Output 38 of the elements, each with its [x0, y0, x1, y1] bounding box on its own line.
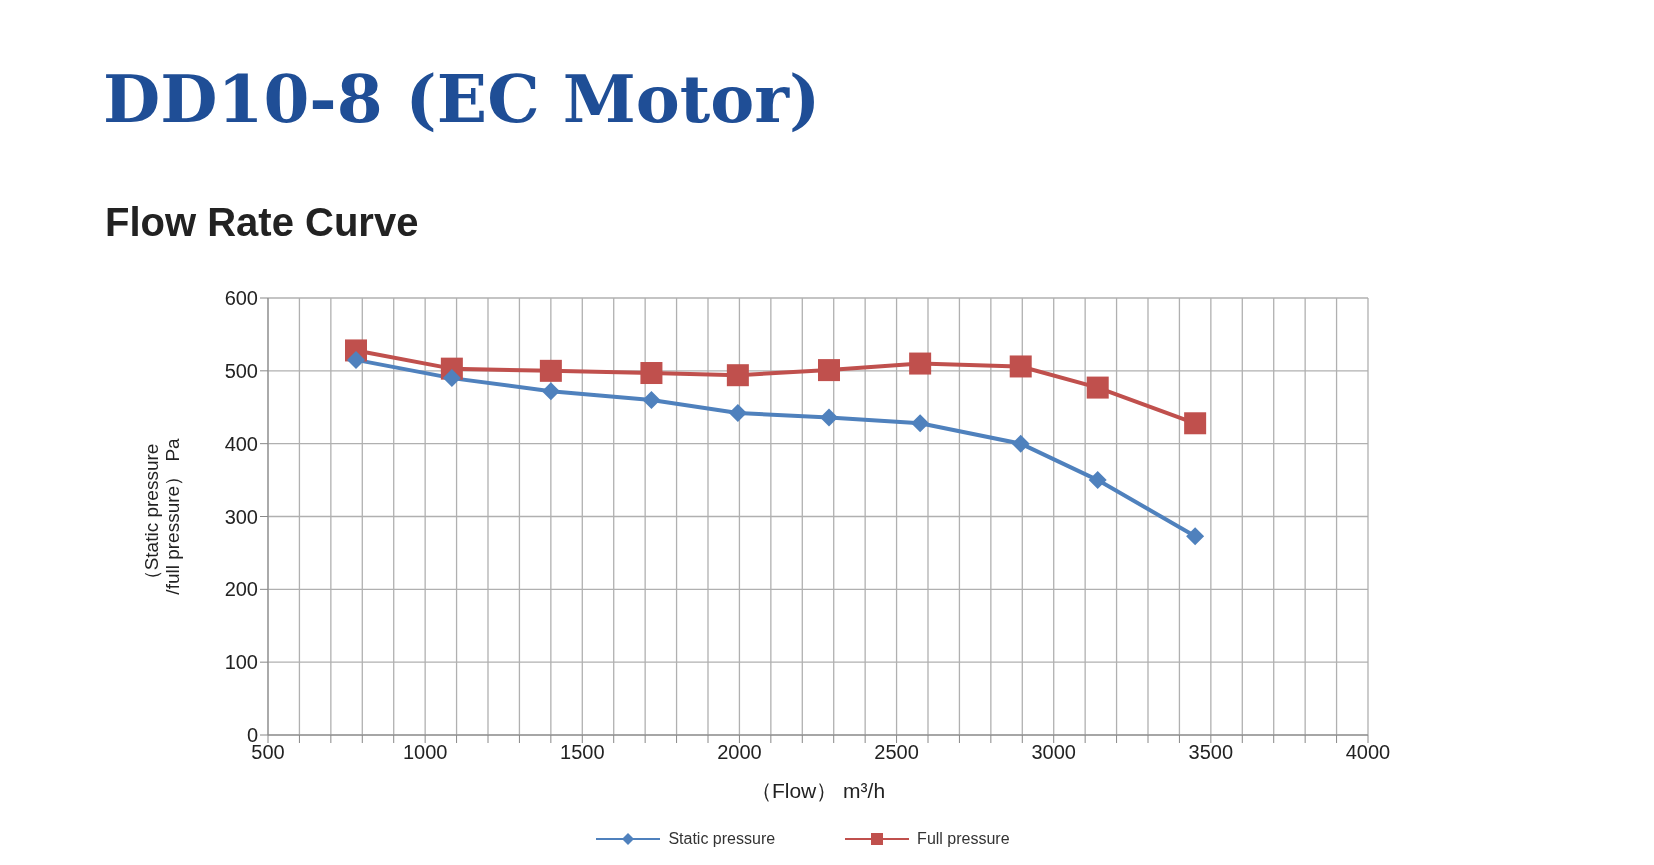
point	[1184, 412, 1207, 435]
point	[1009, 355, 1032, 378]
y-tick-label: 300	[224, 505, 258, 528]
x-tick-label: 1500	[560, 741, 605, 764]
x-tick-label: 3500	[1188, 741, 1234, 764]
point	[640, 362, 663, 385]
point	[642, 390, 661, 409]
point	[541, 382, 560, 401]
point	[820, 408, 838, 427]
x-tick-label: 1000	[402, 741, 448, 764]
y-tick-label: 400	[224, 432, 258, 455]
y-tick-label: 200	[224, 578, 258, 601]
y-tick-label: 500	[224, 359, 258, 382]
point	[1011, 434, 1030, 453]
x-tick-label: 4000	[1345, 741, 1391, 764]
point	[728, 404, 747, 423]
point	[347, 350, 365, 369]
point	[1086, 376, 1109, 399]
x-tick-label: 2000	[717, 741, 762, 764]
legend-label: Full pressure	[917, 830, 1010, 848]
x-axis-title: （Flow） m³/h	[750, 779, 886, 802]
point	[539, 359, 562, 382]
legend-label: Static pressure	[668, 830, 776, 848]
x-tick-label: 2500	[874, 741, 919, 764]
y-tick-label: 600	[224, 287, 258, 310]
point	[818, 359, 840, 382]
point	[909, 352, 932, 375]
y-tick-label: 100	[224, 651, 258, 674]
point	[1186, 527, 1205, 546]
point	[726, 364, 749, 387]
point	[911, 414, 930, 433]
chart-subtitle: Flow Rate Curve	[105, 200, 419, 245]
y-axis-title: （Static pressure /full pressure） Pa	[141, 437, 183, 595]
point	[1088, 471, 1107, 490]
x-tick-label: 3000	[1031, 741, 1076, 764]
x-tick-label: 500	[251, 741, 285, 764]
point	[442, 369, 461, 388]
chart-title: DD10-8 (EC Motor)	[103, 60, 821, 138]
